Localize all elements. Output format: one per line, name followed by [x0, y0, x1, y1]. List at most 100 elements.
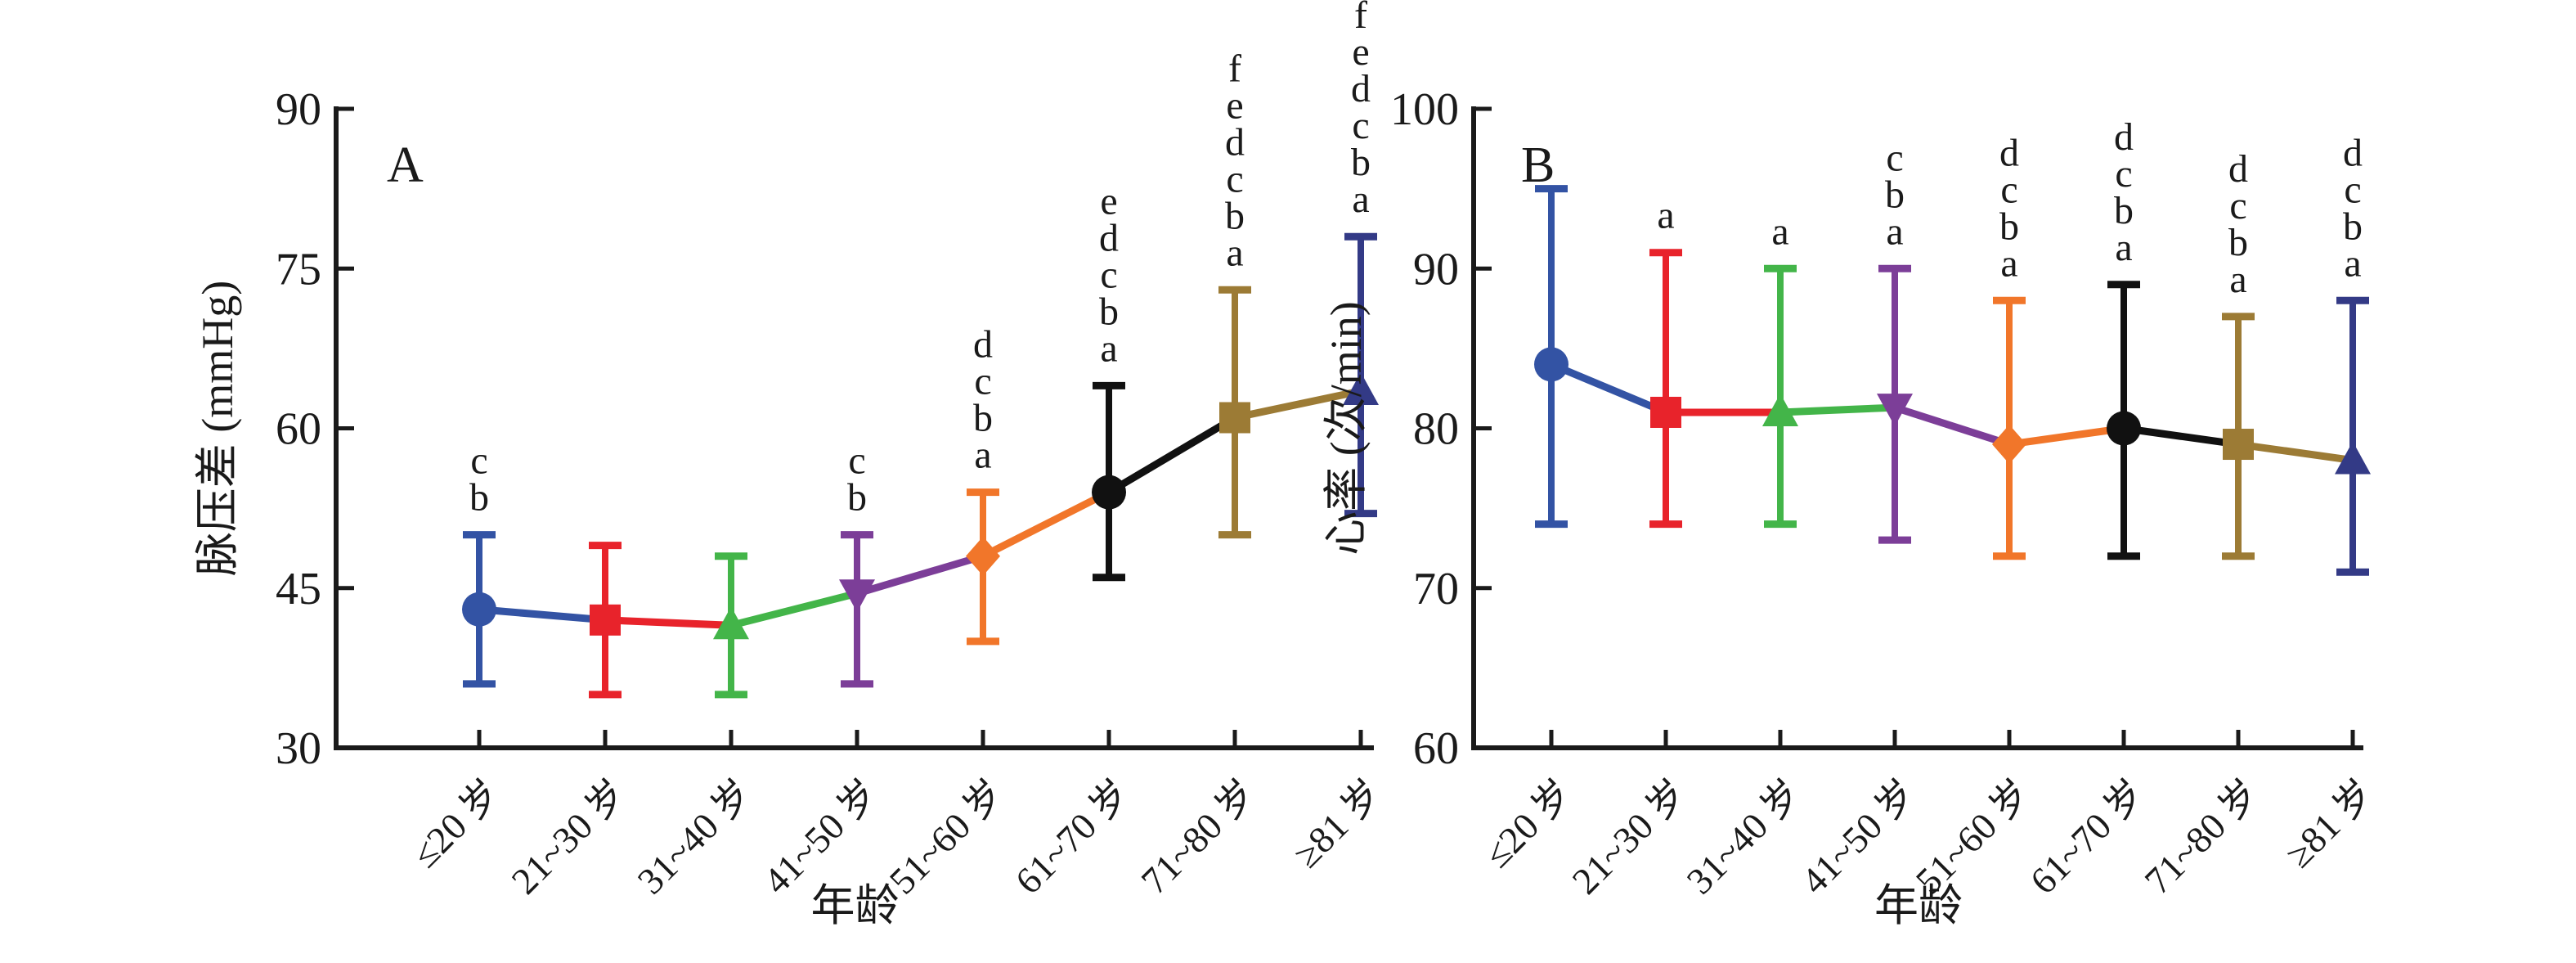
- significance-letter: a: [1657, 194, 1674, 237]
- point-marker: [1092, 475, 1126, 510]
- series-segment: [1234, 387, 1362, 421]
- significance-letter: b: [847, 476, 867, 520]
- point-marker: [1992, 425, 2026, 465]
- series-segment: [1106, 414, 1237, 496]
- x-tick-label: 61~70 岁: [2022, 772, 2152, 902]
- significance-letter: b: [469, 476, 489, 520]
- series-segment: [1550, 361, 1667, 416]
- y-tick-label: 70: [1413, 564, 1459, 614]
- significance-letter: b: [1351, 141, 1371, 184]
- significance-letter: c: [848, 439, 865, 483]
- significance-letter: a: [1771, 209, 1788, 253]
- series-segment: [2237, 440, 2354, 465]
- significance-letter: f: [1354, 0, 1367, 37]
- x-tick-label: ≤20 岁: [404, 772, 508, 875]
- x-tick-label: 21~30 岁: [1564, 772, 1694, 902]
- series-segment: [981, 488, 1111, 560]
- x-tick-label: 31~40 岁: [1679, 772, 1809, 902]
- significance-letter: a: [1100, 326, 1117, 370]
- y-tick-label: 90: [1413, 244, 1459, 295]
- significance-letter: c: [2229, 184, 2246, 227]
- significance-letter: b: [1999, 205, 2019, 248]
- significance-letter: b: [973, 397, 993, 440]
- x-tick-label: 21~30 岁: [504, 772, 634, 902]
- significance-letter: b: [1099, 290, 1119, 333]
- y-axis-title: 脉压差 (mmHg): [193, 281, 242, 576]
- y-axis-title: 心率 (次/min): [1322, 301, 1371, 555]
- significance-letter: a: [2229, 258, 2246, 301]
- x-tick-label: 71~80 岁: [1133, 772, 1263, 902]
- point-marker: [590, 604, 621, 636]
- y-tick-label: 60: [1413, 723, 1459, 774]
- y-tick-label: 45: [276, 564, 321, 614]
- point-marker: [1534, 347, 1568, 382]
- significance-letter: b: [1885, 173, 1905, 216]
- significance-letter: b: [2228, 221, 2248, 264]
- series-segment: [729, 589, 859, 629]
- panel-label: A: [387, 137, 424, 193]
- point-marker: [1343, 371, 1379, 405]
- significance-letter: c: [2000, 168, 2017, 211]
- series-segment: [2123, 425, 2239, 448]
- significance-letter: c: [974, 360, 991, 403]
- significance-letter: c: [470, 439, 487, 483]
- significance-letter: a: [2115, 226, 2132, 269]
- significance-letters: cb: [847, 439, 867, 520]
- significance-letter: a: [1886, 209, 1903, 253]
- y-tick-label: 75: [276, 244, 321, 295]
- point-marker: [1877, 394, 1913, 427]
- significance-letter: e: [1226, 83, 1243, 127]
- x-axis-title: 年龄: [811, 881, 900, 930]
- x-tick-label: ≥81 岁: [1286, 772, 1389, 875]
- significance-letter: b: [2343, 205, 2363, 248]
- significance-letters: a: [1771, 209, 1788, 253]
- series-segment: [604, 616, 732, 629]
- significance-letter: a: [1352, 178, 1369, 221]
- significance-letter: d: [2114, 115, 2134, 159]
- x-tick-label: 61~70 岁: [1008, 772, 1138, 902]
- significance-letter: c: [1886, 136, 1903, 179]
- significance-letters: a: [1657, 194, 1674, 237]
- significance-letter: a: [2344, 241, 2361, 285]
- x-tick-label: ≥81 岁: [2278, 772, 2381, 875]
- y-tick-label: 80: [1413, 404, 1459, 455]
- significance-letter: d: [973, 323, 993, 367]
- significance-letter: a: [2000, 241, 2017, 285]
- series-segment: [478, 605, 606, 624]
- y-tick-label: 100: [1390, 84, 1459, 135]
- point-marker: [966, 536, 1000, 576]
- significance-letter: c: [1226, 157, 1243, 200]
- series-segment: [855, 552, 985, 597]
- point-marker: [1650, 396, 1681, 428]
- significance-letter: d: [2228, 147, 2248, 191]
- y-tick-label: 30: [276, 723, 321, 774]
- significance-letter: d: [1225, 120, 1245, 164]
- series-segment: [2008, 425, 2125, 448]
- point-marker: [2107, 411, 2141, 446]
- point-marker: [2335, 441, 2371, 475]
- panel-label: B: [1521, 137, 1555, 193]
- error-bar: [1649, 249, 1682, 529]
- significance-letter: d: [1999, 131, 2019, 174]
- y-tick-label: 60: [276, 404, 321, 455]
- significance-letter: d: [2343, 131, 2363, 174]
- significance-letters: cb: [469, 439, 489, 520]
- point-marker: [462, 592, 496, 627]
- x-tick-label: 31~40 岁: [630, 772, 760, 902]
- significance-letter: b: [2114, 189, 2134, 232]
- significance-letter: c: [1352, 104, 1369, 147]
- series-segment: [1779, 403, 1896, 416]
- point-marker: [1219, 402, 1250, 434]
- error-bar: [2336, 296, 2369, 576]
- x-tick-label: ≤20 岁: [1476, 772, 1580, 875]
